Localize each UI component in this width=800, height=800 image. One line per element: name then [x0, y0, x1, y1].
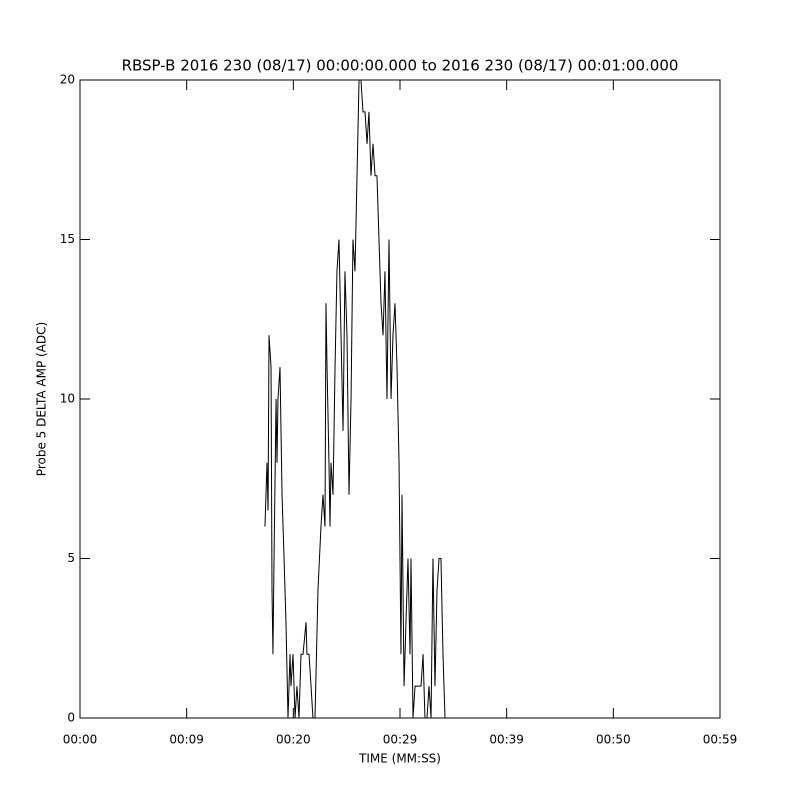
plot-frame: [79, 79, 721, 719]
y-tick-label: 5: [67, 551, 75, 565]
x-axis-label: TIME (MM:SS): [358, 752, 441, 766]
chart-title: RBSP-B 2016 230 (08/17) 00:00:00.000 to …: [122, 57, 679, 75]
x-tick-label: 00:50: [596, 733, 631, 747]
data-line: [264, 79, 446, 719]
x-tick-label: 00:00: [63, 733, 98, 747]
y-tick-label: 10: [60, 392, 75, 406]
x-tick-label: 00:09: [169, 733, 204, 747]
y-tick-label: 20: [60, 73, 75, 87]
x-tick-label: 00:39: [489, 733, 524, 747]
x-tick-label: 00:20: [276, 733, 311, 747]
y-tick-label: 0: [67, 711, 75, 725]
y-axis-label: Probe 5 DELTA AMP (ADC): [35, 322, 49, 476]
y-tick-label: 15: [60, 232, 75, 246]
x-tick-label: 00:59: [703, 733, 738, 747]
x-tick-label: 00:29: [383, 733, 418, 747]
